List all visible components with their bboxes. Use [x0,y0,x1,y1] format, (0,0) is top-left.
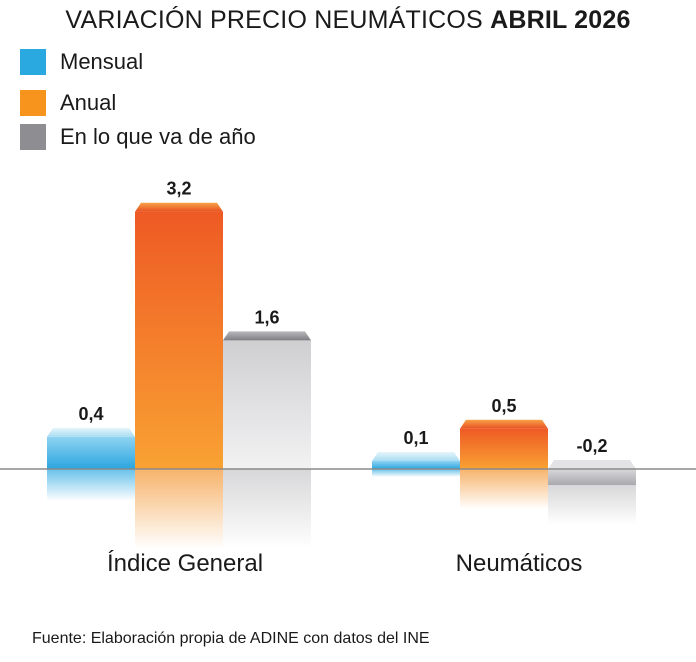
legend-item-mensual: Mensual [20,48,143,76]
legend-swatch-anual [20,90,46,116]
bar-reflection-en-lo-que-va-de-ano-indice-general [223,469,311,549]
legend-label-ytd: En lo que va de año [60,124,256,149]
data-label-anual-neumaticos: 0,5 [491,396,516,416]
legend-swatch-mensual [20,49,46,75]
category-label-indice-general: Índice General [107,550,263,577]
bar-reflection-en-lo-que-va-de-ano-neumaticos [548,485,636,526]
bar-cap-en-lo-que-va-de-ano-indice-general [223,331,311,341]
bar-reflection-mensual-neumaticos [372,469,460,478]
bar-cap-mensual-indice-general [47,427,135,437]
bar-cap-anual-neumaticos [460,419,548,429]
bar-en-lo-que-va-de-ano-indice-general [223,340,311,469]
bar-cap-anual-indice-general [135,202,223,212]
bar-reflection-anual-indice-general [135,469,223,549]
data-label-anual-indice-general: 3,2 [166,179,191,199]
title-main: VARIACIÓN PRECIO NEUMÁTICOS [65,6,483,34]
legend-item-anual: Anual [20,89,116,117]
bar-cap-mensual-neumaticos [372,451,460,461]
bar-mensual-indice-general [47,436,135,469]
legend-label-mensual: Mensual [60,49,144,74]
bar-anual-indice-general [135,211,223,469]
chart-title: VARIACIÓN PRECIO NEUMÁTICOS ABRIL 2026 [0,6,696,35]
legend-swatch-ytd [20,124,46,150]
bar-cap-en-lo-que-va-de-ano-neumaticos [548,460,636,469]
title-bold: ABRIL 2026 [490,6,631,34]
data-label-mensual-neumaticos: 0,1 [403,428,428,448]
bar-reflection-anual-neumaticos [460,469,548,510]
source-note: Fuente: Elaboración propia de ADINE con … [32,630,430,647]
legend-label-anual: Anual [60,90,117,115]
bar-reflection-mensual-indice-general [47,469,135,502]
data-label-en-lo-que-va-de-ano-neumaticos: -0,2 [576,436,607,456]
category-label-neumaticos: Neumáticos [456,550,583,577]
legend-item-ytd: En lo que va de año [20,123,256,151]
bar-anual-neumaticos [460,428,548,469]
bar-mensual-neumaticos [372,460,460,469]
data-label-en-lo-que-va-de-ano-indice-general: 1,6 [254,307,279,327]
data-label-mensual-indice-general: 0,4 [78,404,103,424]
bar-en-lo-que-va-de-ano-neumaticos [548,469,636,486]
